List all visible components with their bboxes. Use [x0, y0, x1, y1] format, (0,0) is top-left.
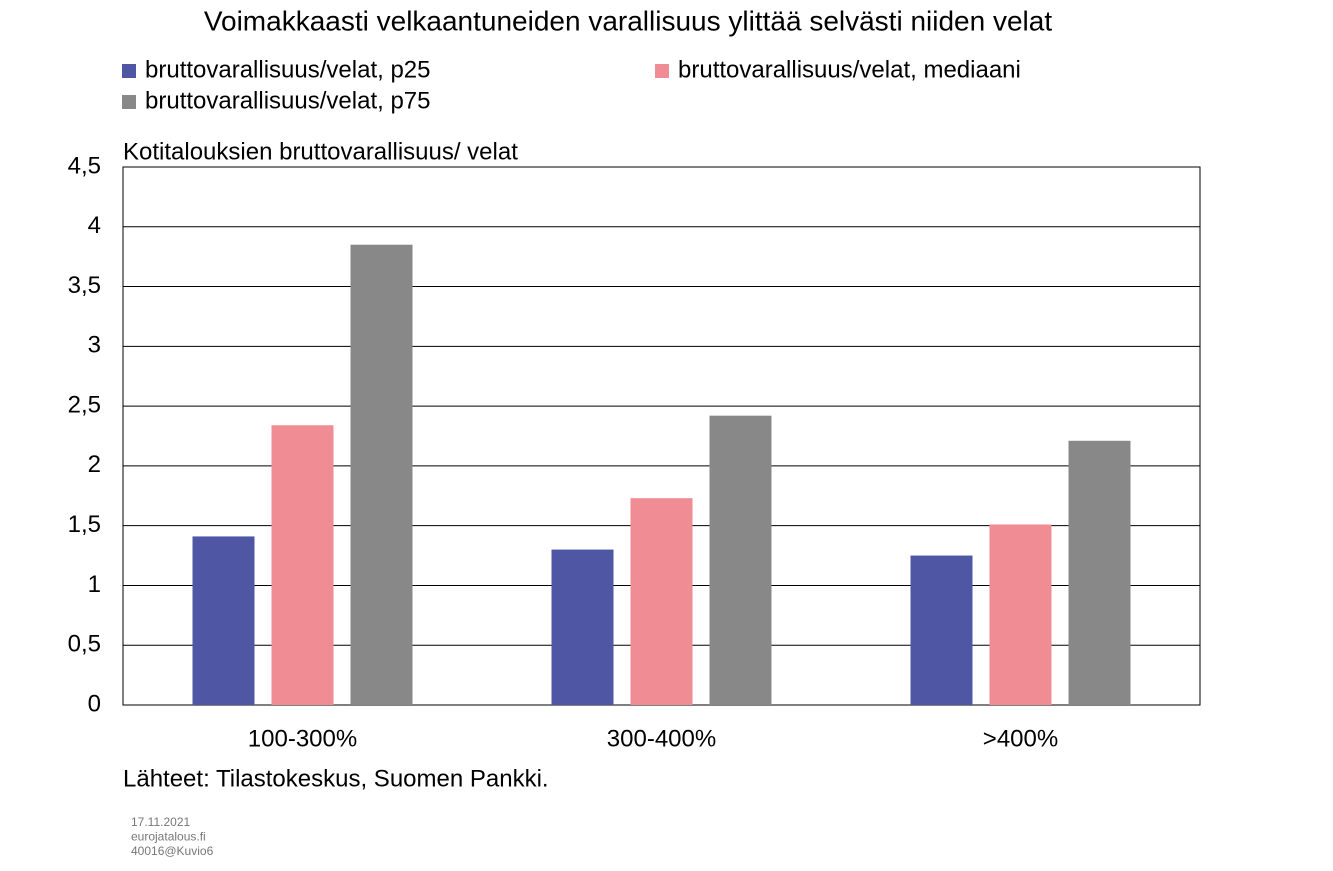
y-tick-label: 0: [88, 690, 101, 717]
bar: [271, 425, 334, 705]
x-tick-label: >400%: [983, 725, 1058, 752]
bar: [910, 555, 973, 705]
bar: [350, 244, 413, 705]
y-tick-label: 2: [88, 451, 101, 478]
footnote: eurojatalous.fi: [131, 830, 206, 844]
legend-swatch: [655, 64, 669, 78]
footnote: 17.11.2021: [131, 815, 190, 829]
y-tick-label: 4: [88, 212, 101, 239]
y-tick-label: 1: [88, 571, 101, 598]
y-tick-label: 1,5: [68, 511, 101, 538]
bar: [1068, 440, 1131, 705]
y-tick-label: 3: [88, 332, 101, 359]
x-tick-label: 300-400%: [607, 725, 716, 752]
y-axis-title: Kotitalouksien bruttovarallisuus/ velat: [123, 138, 518, 165]
legend-label: bruttovarallisuus/velat, mediaani: [678, 56, 1021, 83]
footnote: 40016@Kuvio6: [131, 844, 214, 858]
bar: [709, 415, 772, 705]
x-tick-label: 100-300%: [248, 725, 357, 752]
y-tick-label: 0,5: [68, 631, 101, 658]
legend-swatch: [122, 95, 136, 109]
y-tick-label: 2,5: [68, 391, 101, 418]
y-tick-label: 3,5: [68, 272, 101, 299]
bar: [989, 524, 1052, 705]
legend-swatch: [122, 64, 136, 78]
legend-label: bruttovarallisuus/velat, p75: [145, 87, 431, 114]
bar: [192, 536, 255, 705]
bar: [630, 498, 693, 705]
bar: [551, 549, 614, 705]
y-tick-label: 4,5: [68, 152, 101, 179]
chart-title: Voimakkaasti velkaantuneiden varallisuus…: [204, 5, 1052, 36]
source: Lähteet: Tilastokeskus, Suomen Pankki.: [123, 765, 549, 792]
legend-label: bruttovarallisuus/velat, p25: [145, 56, 431, 83]
